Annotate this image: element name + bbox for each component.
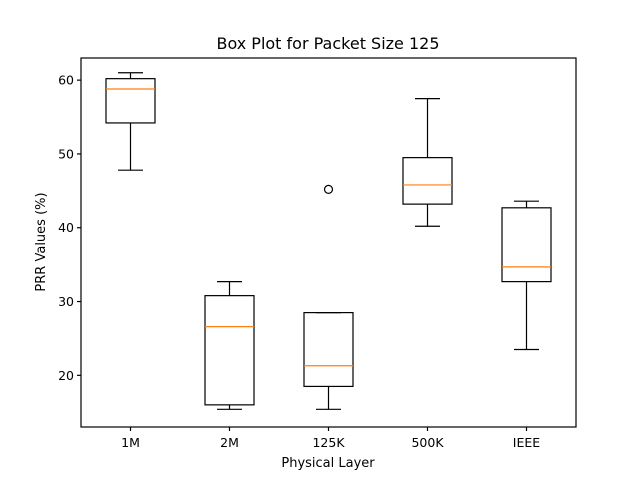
x-tick-label: 500K (411, 435, 444, 450)
y-tick-label: 60 (58, 73, 74, 88)
box-2m (204, 281, 255, 410)
y-tick-label: 50 (58, 146, 74, 161)
box-body (204, 295, 255, 406)
y-axis-label: PRR Values (%) (34, 192, 49, 291)
y-tick-label: 40 (58, 220, 74, 235)
plot-area: 20 30 40 50 60 1M 2M 125K 500K IEEE (58, 57, 577, 450)
outlier-point (323, 184, 334, 194)
box-body (501, 207, 552, 283)
x-tick-label: 1M (121, 435, 140, 450)
x-axis-label: Physical Layer (281, 456, 375, 471)
chart-title: Box Plot for Packet Size 125 (216, 34, 439, 53)
x-tick-label: 2M (220, 435, 239, 450)
box-1m (105, 72, 156, 171)
box-body (402, 157, 453, 205)
box-500k (402, 97, 453, 227)
axes-frame (80, 57, 577, 428)
box-ieee (501, 200, 552, 351)
y-tick-label: 20 (58, 368, 74, 383)
y-tick-label: 30 (58, 294, 74, 309)
box-body (303, 312, 354, 388)
x-tick-label: 125K (312, 435, 345, 450)
box-125k (303, 184, 354, 410)
x-tick-label: IEEE (513, 435, 540, 450)
box-body (105, 78, 156, 124)
